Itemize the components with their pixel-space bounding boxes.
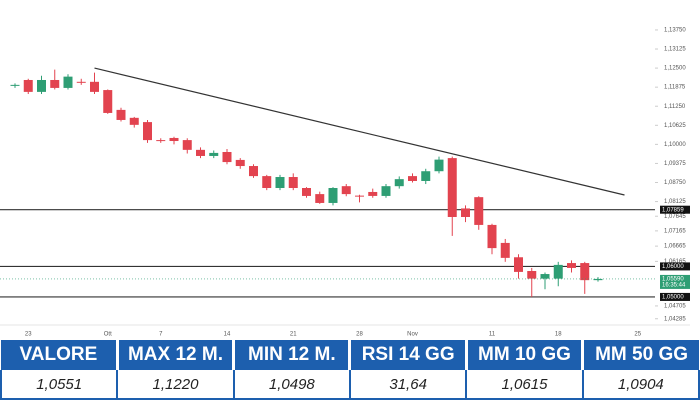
- candle-body: [196, 149, 205, 156]
- candle-body: [156, 140, 166, 142]
- value-cell: 1,0615: [466, 370, 584, 400]
- value-cell: 1,0551: [0, 370, 119, 400]
- candle-body: [408, 176, 417, 181]
- candle-body: [262, 176, 272, 189]
- candle-body: [553, 264, 563, 279]
- candle-body: [23, 79, 33, 92]
- candle-body: [143, 122, 152, 141]
- header-cell: MIN 12 M.: [233, 340, 352, 370]
- candle-body: [288, 177, 298, 189]
- candle-body: [50, 79, 60, 88]
- candle-body: [381, 186, 391, 196]
- x-tick-label: 14: [224, 332, 231, 338]
- candle-body: [593, 278, 603, 281]
- level-label-box: [660, 262, 690, 271]
- header-cell: VALORE: [1, 340, 119, 370]
- current-price-time: 16:35:44: [662, 283, 686, 289]
- x-tick-label: 18: [555, 332, 562, 338]
- y-tick-label: 1,10625: [664, 123, 686, 129]
- candle-body: [169, 137, 179, 142]
- candle-body: [355, 195, 364, 197]
- y-tick-label: 1,10000: [664, 142, 686, 148]
- candle-body: [10, 84, 20, 86]
- candle-body: [447, 158, 457, 217]
- candle-body: [103, 90, 113, 113]
- trendline: [94, 67, 625, 196]
- level-label: 1,07859: [662, 207, 684, 213]
- candle-body: [474, 197, 484, 225]
- candle-body: [116, 109, 126, 120]
- level-label: 1,06000: [662, 264, 684, 270]
- x-tick-label: Ott: [104, 332, 112, 338]
- level-label-box: [660, 292, 690, 301]
- y-tick-label: 1,04285: [664, 316, 686, 322]
- candle-body: [368, 191, 378, 196]
- y-tick-label: 1,12500: [664, 66, 686, 72]
- candle-body: [129, 117, 139, 125]
- y-tick-label: 1,09375: [664, 161, 686, 167]
- candle-body: [540, 274, 550, 279]
- value-cell: 1,0498: [233, 370, 351, 400]
- level-label-box: [660, 205, 690, 214]
- y-tick-label: 1,07165: [664, 228, 686, 234]
- y-tick-label: 1,13125: [664, 47, 686, 53]
- candle-body: [90, 81, 99, 92]
- candle-body: [461, 208, 470, 217]
- candle-body: [209, 152, 219, 156]
- y-tick-label: 1,06665: [664, 244, 686, 250]
- candle-body: [394, 179, 404, 187]
- x-tick-label: 11: [489, 332, 496, 338]
- candle-body: [580, 263, 590, 281]
- candle-body: [341, 186, 351, 195]
- candle-body: [37, 79, 46, 92]
- candle-body: [275, 177, 285, 189]
- candle-body: [328, 188, 338, 203]
- header-cell: MM 50 GG: [582, 340, 699, 370]
- candle-body: [222, 151, 232, 163]
- y-tick-label: 1,07645: [664, 214, 686, 220]
- candle-body: [421, 171, 431, 181]
- x-tick-label: 7: [159, 332, 163, 338]
- x-tick-label: 21: [290, 332, 297, 338]
- chart: 1,13750 1,13125 1,12500 1,11875 1,11250 1,106…: [0, 28, 690, 338]
- header-cell: RSI 14 GG: [349, 340, 468, 370]
- candle-body: [76, 81, 86, 83]
- y-tick-label: 1,04705: [664, 304, 686, 310]
- candle-body: [302, 188, 311, 196]
- candle-body: [249, 166, 258, 177]
- y-tick-label: 1,06165: [664, 259, 686, 265]
- header-cell: MM 10 GG: [466, 340, 585, 370]
- value-cell: 31,64: [349, 370, 468, 400]
- candle-body: [500, 242, 510, 258]
- candle-body: [527, 270, 537, 279]
- y-tick-label: 1,11875: [664, 85, 686, 91]
- y-tick-label: 1,13750: [664, 28, 686, 34]
- header-row: VALORE MAX 12 M. MIN 12 M. RSI 14 GG MM …: [1, 340, 699, 370]
- candle-body: [235, 159, 245, 167]
- candle-body: [567, 263, 576, 268]
- candle-body: [182, 140, 192, 150]
- current-price-label: 1,05590: [662, 277, 684, 283]
- stats-table: VALORE MAX 12 M. MIN 12 M. RSI 14 GG MM …: [0, 340, 700, 400]
- value-cell: 1,1220: [117, 370, 235, 400]
- candle-body: [514, 257, 523, 272]
- candle-body: [434, 159, 444, 172]
- y-tick-label: 1,08750: [664, 180, 686, 186]
- x-tick-label: 25: [634, 332, 641, 338]
- x-tick-label: 28: [356, 332, 363, 338]
- x-tick-label: Nov: [407, 332, 418, 338]
- candle-body: [63, 76, 73, 88]
- header-cell: MAX 12 M.: [117, 340, 236, 370]
- candle-body: [487, 224, 497, 249]
- y-tick-label: 1,11250: [664, 104, 686, 110]
- current-price-box: [660, 274, 690, 289]
- value-cell: 1,0904: [582, 370, 700, 400]
- x-tick-label: 23: [25, 332, 32, 338]
- value-row: 1,0551 1,1220 1,0498 31,64 1,0615 1,0904: [0, 370, 700, 400]
- y-tick-label: 1,08125: [664, 199, 686, 205]
- candle-body: [315, 194, 325, 203]
- level-label: 1,05000: [662, 295, 684, 301]
